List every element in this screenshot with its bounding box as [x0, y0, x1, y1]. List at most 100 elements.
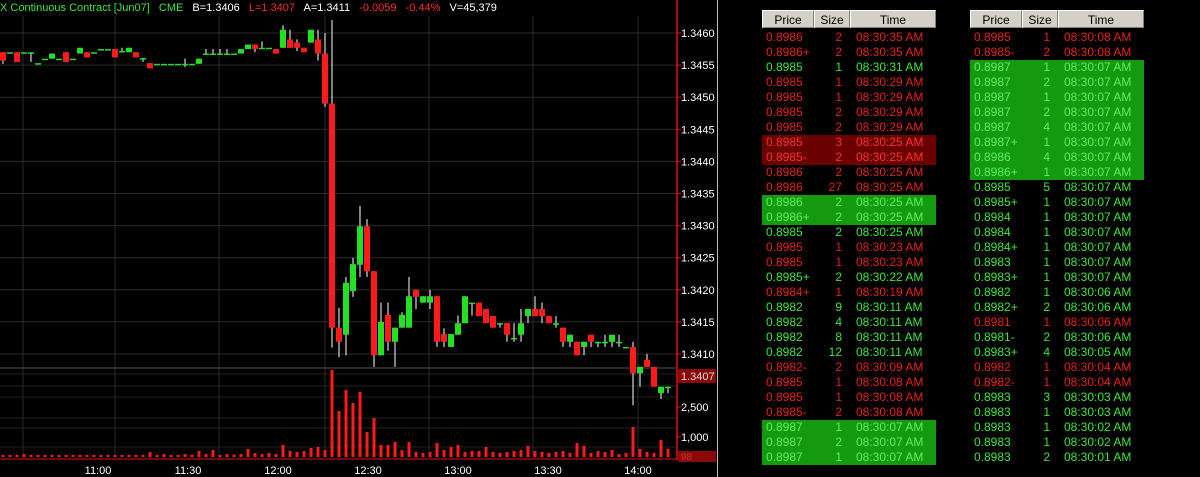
trade-row[interactable]: 0.8987 1 08:30:07 AM: [970, 90, 1144, 105]
trade-row[interactable]: 0.8987 2 08:30:07 AM: [762, 435, 936, 450]
trade-time: 08:30:07 AM: [1064, 225, 1132, 239]
trade-size: 4: [1043, 150, 1050, 164]
candle-body: [469, 302, 475, 305]
candle-body: [315, 39, 321, 54]
volume-bar: [393, 442, 397, 457]
trade-row[interactable]: 0.8982 4 08:30:11 AM: [762, 315, 936, 330]
trade-row[interactable]: 0.8985 5 08:30:07 AM: [970, 180, 1144, 195]
trade-row[interactable]: 0.8982 12 08:30:11 AM: [762, 345, 936, 360]
panel-divider[interactable]: [717, 0, 718, 477]
trade-row[interactable]: 0.8983 1 08:30:02 AM: [970, 435, 1144, 450]
column-header-size[interactable]: Size: [814, 10, 850, 28]
trade-row[interactable]: 0.8985- 2 08:30:25 AM: [762, 150, 936, 165]
trade-row[interactable]: 0.8982+ 2 08:30:06 AM: [970, 300, 1144, 315]
trade-row[interactable]: 0.8982- 2 08:30:09 AM: [762, 360, 936, 375]
trade-row[interactable]: 0.8986+ 2 08:30:35 AM: [762, 45, 936, 60]
column-header-size[interactable]: Size: [1022, 10, 1058, 28]
column-header-price[interactable]: Price: [762, 10, 814, 28]
trade-time: 08:30:23 AM: [856, 240, 924, 254]
trade-row[interactable]: 0.8985 3 08:30:25 AM: [762, 135, 936, 150]
trade-row[interactable]: 0.8986+ 1 08:30:07 AM: [970, 165, 1144, 180]
trade-row[interactable]: 0.8985 2 08:30:29 AM: [762, 105, 936, 120]
volume-bar: [659, 440, 663, 457]
trade-price: 0.8982: [766, 315, 803, 329]
trade-row[interactable]: 0.8987 1 08:30:07 AM: [970, 60, 1144, 75]
trade-row[interactable]: 0.8987 2 08:30:07 AM: [970, 75, 1144, 90]
trade-size: 2: [835, 120, 842, 134]
trade-row[interactable]: 0.8985+ 1 08:30:07 AM: [970, 195, 1144, 210]
ask-value: A=1.3411: [303, 2, 351, 14]
trade-time: 08:30:11 AM: [856, 345, 923, 359]
trade-time: 08:30:07 AM: [1064, 135, 1132, 149]
trade-price: 0.8985: [766, 390, 803, 404]
time-tick-label: 11:30: [175, 465, 202, 477]
trade-row[interactable]: 0.8987 1 08:30:07 AM: [762, 420, 936, 435]
trade-row[interactable]: 0.8985- 2 08:30:08 AM: [762, 405, 936, 420]
price-tick-label: 1.3440: [681, 156, 715, 168]
trade-row[interactable]: 0.8983+ 1 08:30:07 AM: [970, 270, 1144, 285]
trade-row[interactable]: 0.8985 1 08:30:29 AM: [762, 90, 936, 105]
candle-body: [483, 309, 489, 324]
trade-row[interactable]: 0.8982 8 08:30:11 AM: [762, 330, 936, 345]
trade-row[interactable]: 0.8985 2 08:30:29 AM: [762, 120, 936, 135]
volume-bar: [372, 418, 376, 457]
trade-row[interactable]: 0.8986 2 08:30:35 AM: [762, 30, 936, 45]
trade-row[interactable]: 0.8985 1 08:30:08 AM: [970, 30, 1144, 45]
trade-row[interactable]: 0.8983 2 08:30:01 AM: [970, 450, 1144, 465]
trade-time: 08:30:02 AM: [1064, 420, 1132, 434]
trade-price: 0.8985: [974, 30, 1011, 44]
trade-row[interactable]: 0.8985 1 08:30:23 AM: [762, 255, 936, 270]
trade-price: 0.8985: [766, 135, 803, 149]
trade-row[interactable]: 0.8985 1 08:30:08 AM: [762, 390, 936, 405]
trade-row[interactable]: 0.8984+ 1 08:30:19 AM: [762, 285, 936, 300]
trade-row[interactable]: 0.8985 1 08:30:31 AM: [762, 60, 936, 75]
trade-row[interactable]: 0.8986 4 08:30:07 AM: [970, 150, 1144, 165]
trade-row[interactable]: 0.8985 2 08:30:25 AM: [762, 225, 936, 240]
price-tick-label: 1.3455: [681, 60, 715, 72]
column-header-time[interactable]: Time: [1058, 10, 1144, 28]
trade-row[interactable]: 0.8985- 2 08:30:08 AM: [970, 45, 1144, 60]
trade-row[interactable]: 0.8986 27 08:30:25 AM: [762, 180, 936, 195]
trade-size: 2: [1043, 450, 1050, 464]
volume-bar: [442, 450, 446, 457]
time-and-sales-table-2[interactable]: Price Size Time 0.8985 1 08:30:08 AM 0.8985- 2 0…: [970, 10, 1144, 465]
trade-time: 08:30:11 AM: [856, 330, 923, 344]
trade-row[interactable]: 0.8982 1 08:30:06 AM: [970, 285, 1144, 300]
trade-row[interactable]: 0.8984 1 08:30:07 AM: [970, 210, 1144, 225]
column-header-price[interactable]: Price: [970, 10, 1022, 28]
trade-row[interactable]: 0.8987+ 1 08:30:07 AM: [970, 135, 1144, 150]
trade-row[interactable]: 0.8986 2 08:30:25 AM: [762, 195, 936, 210]
price-chart[interactable]: 1.3460 1.3455 1.3450 1.3445 1.3440 1.3435 1.34…: [0, 0, 718, 477]
trade-row[interactable]: 0.8984+ 1 08:30:07 AM: [970, 240, 1144, 255]
column-header-time[interactable]: Time: [850, 10, 936, 28]
trade-time: 08:30:35 AM: [856, 45, 924, 59]
trade-row[interactable]: 0.8982 1 08:30:04 AM: [970, 360, 1144, 375]
trade-row[interactable]: 0.8983 3 08:30:03 AM: [970, 390, 1144, 405]
trade-row[interactable]: 0.8986+ 2 08:30:25 AM: [762, 210, 936, 225]
trade-row[interactable]: 0.8982 9 08:30:11 AM: [762, 300, 936, 315]
trade-row[interactable]: 0.8981 1 08:30:06 AM: [970, 315, 1144, 330]
time-and-sales-table-1[interactable]: Price Size Time 0.8986 2 08:30:35 AM 0.8986+ 2 0…: [762, 10, 936, 465]
candle-body: [441, 334, 447, 342]
volume-bar: [106, 455, 110, 457]
trade-row[interactable]: 0.8985+ 2 08:30:22 AM: [762, 270, 936, 285]
trade-price: 0.8986: [766, 180, 803, 194]
trade-row[interactable]: 0.8983 1 08:30:03 AM: [970, 405, 1144, 420]
trade-row[interactable]: 0.8987 2 08:30:07 AM: [970, 105, 1144, 120]
candle-body: [553, 323, 559, 325]
trade-row[interactable]: 0.8983 1 08:30:02 AM: [970, 420, 1144, 435]
trade-row[interactable]: 0.8983+ 4 08:30:05 AM: [970, 345, 1144, 360]
trade-row[interactable]: 0.8984 1 08:30:07 AM: [970, 225, 1144, 240]
trade-row[interactable]: 0.8987 1 08:30:07 AM: [762, 450, 936, 465]
trade-row[interactable]: 0.8986 2 08:30:25 AM: [762, 165, 936, 180]
trade-row[interactable]: 0.8982- 1 08:30:04 AM: [970, 375, 1144, 390]
volume-bar: [568, 453, 572, 457]
trade-row[interactable]: 0.8985 1 08:30:08 AM: [762, 375, 936, 390]
trade-row[interactable]: 0.8985 1 08:30:23 AM: [762, 240, 936, 255]
trade-row[interactable]: 0.8981- 2 08:30:06 AM: [970, 330, 1144, 345]
volume-bar: [148, 452, 152, 457]
trade-row[interactable]: 0.8983 1 08:30:07 AM: [970, 255, 1144, 270]
volume-bar: [204, 454, 208, 457]
trade-row[interactable]: 0.8985 1 08:30:29 AM: [762, 75, 936, 90]
trade-row[interactable]: 0.8987 4 08:30:07 AM: [970, 120, 1144, 135]
